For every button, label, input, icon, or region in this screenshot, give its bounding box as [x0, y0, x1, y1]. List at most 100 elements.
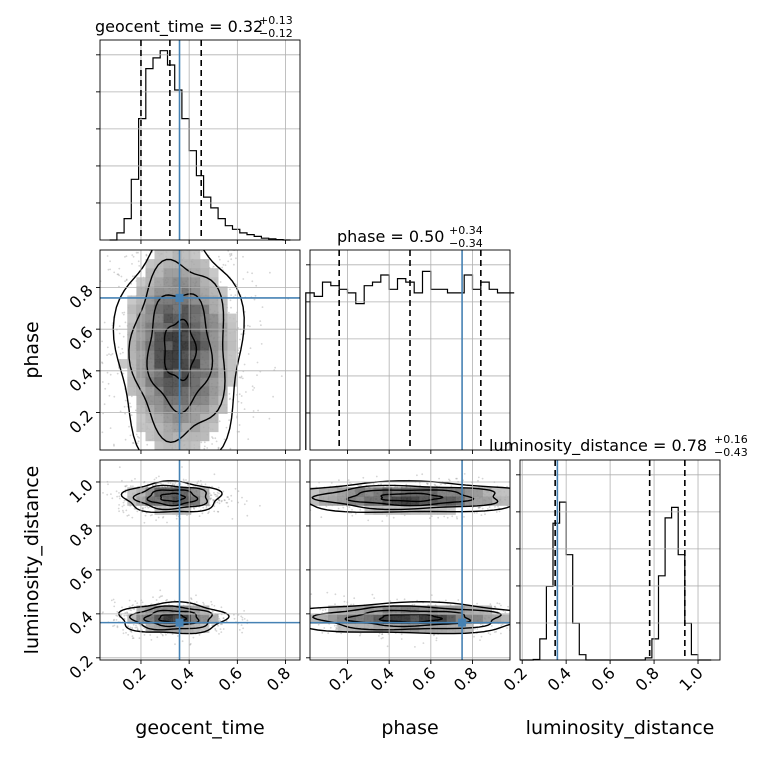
sample-point	[162, 634, 164, 637]
sample-point	[123, 614, 126, 617]
sample-point	[237, 614, 240, 616]
density-cell	[163, 440, 173, 450]
density-cell	[172, 368, 183, 378]
density-cell	[181, 431, 192, 442]
sample-point	[211, 603, 213, 606]
sample-point	[155, 477, 158, 479]
sample-point	[214, 493, 217, 496]
sample-point	[440, 483, 442, 486]
sample-point	[141, 507, 144, 510]
density-cell	[181, 368, 192, 378]
sample-point	[242, 627, 245, 630]
density-cell	[154, 368, 164, 378]
density-cell	[419, 605, 429, 615]
sample-point	[146, 443, 149, 446]
sample-point	[107, 382, 110, 385]
sample-point	[254, 294, 257, 297]
density-cell	[218, 295, 228, 305]
sample-point	[240, 395, 243, 397]
sample-point	[241, 496, 243, 499]
density-cell	[145, 368, 155, 378]
sample-point	[343, 595, 345, 597]
tick-label-x: 0.8	[631, 663, 662, 694]
density-cell	[209, 295, 219, 305]
sample-point	[138, 637, 141, 640]
sample-point	[389, 600, 392, 603]
sample-point	[213, 605, 216, 607]
sample-point	[478, 507, 480, 509]
contour-line	[378, 613, 443, 624]
plot-data	[100, 50, 712, 661]
sample-point	[122, 372, 125, 375]
sample-point	[136, 628, 139, 630]
sample-point	[103, 321, 106, 324]
sample-point	[238, 629, 241, 631]
sample-point	[255, 284, 258, 287]
sample-point	[112, 598, 115, 601]
sample-point	[166, 521, 168, 524]
tick-label-y: 0.4	[65, 607, 96, 638]
sample-point	[124, 280, 126, 283]
sample-point	[403, 598, 406, 601]
sample-point	[495, 511, 498, 513]
sample-point	[203, 441, 206, 444]
sample-point	[118, 510, 120, 513]
density-cell	[310, 487, 320, 497]
sample-point	[215, 495, 218, 498]
density-cell	[500, 496, 510, 506]
density-cell	[172, 431, 183, 442]
sample-point	[242, 278, 245, 280]
sample-point	[474, 627, 476, 630]
sample-point	[450, 485, 453, 487]
sample-point	[348, 506, 351, 508]
sample-point	[213, 492, 215, 494]
density-cell	[145, 268, 155, 278]
sample-point	[494, 506, 496, 508]
sample-point	[223, 438, 226, 441]
density-cell	[373, 505, 383, 515]
density-cell	[172, 286, 183, 296]
sample-point	[463, 516, 465, 518]
sample-point	[130, 405, 132, 408]
contour-line	[112, 250, 245, 450]
sample-point	[132, 442, 135, 444]
sample-point	[110, 354, 112, 356]
sample-point	[219, 281, 222, 283]
density-cell	[209, 359, 219, 369]
sample-point	[247, 353, 250, 355]
density-cell	[181, 268, 192, 278]
sample-point	[177, 635, 179, 637]
sample-point	[150, 639, 153, 641]
sample-point	[101, 362, 104, 365]
sample-point	[400, 633, 403, 636]
sample-point	[243, 610, 246, 612]
sample-point	[141, 629, 144, 632]
sample-point	[238, 347, 241, 349]
density-cell	[127, 295, 137, 305]
density-cell	[181, 322, 192, 333]
sample-point	[121, 312, 124, 314]
density-cell	[328, 605, 338, 615]
sample-point	[111, 353, 114, 355]
density-cell	[464, 487, 474, 497]
sample-point	[237, 400, 240, 403]
sample-point	[185, 479, 187, 481]
axes-frames	[96, 39, 721, 664]
density-cell	[218, 377, 228, 387]
sample-point	[506, 627, 508, 629]
sample-point	[514, 618, 516, 620]
density-cell	[209, 340, 219, 351]
sample-point	[321, 632, 324, 634]
sample-point	[371, 593, 374, 596]
sample-point	[147, 506, 150, 509]
sample-point	[445, 599, 447, 602]
sample-point	[149, 634, 152, 636]
density-cell	[145, 404, 155, 414]
sample-point	[378, 635, 380, 637]
sample-point	[260, 343, 263, 345]
sample-point	[221, 499, 223, 502]
tick-label-y: 0.2	[65, 651, 96, 682]
sample-point	[131, 263, 133, 265]
sample-point	[122, 632, 125, 635]
truth-marker	[175, 618, 184, 627]
